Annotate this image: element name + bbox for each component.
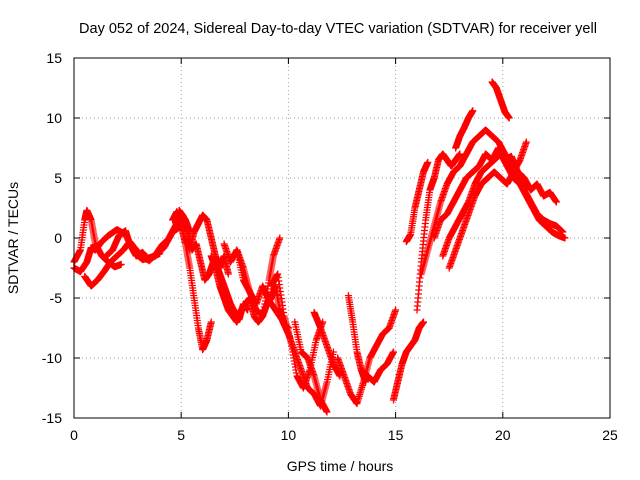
x-tick-label: 0 [70, 427, 78, 443]
x-axis-label: GPS time / hours [287, 458, 394, 474]
y-tick-label: -10 [42, 350, 62, 366]
x-tick-label: 10 [281, 427, 297, 443]
data-point-markers [291, 318, 331, 416]
series-arc-16 [357, 348, 397, 386]
y-tick-label: 0 [54, 230, 62, 246]
series-arc-23 [452, 107, 477, 152]
y-tick-label: 10 [46, 110, 62, 126]
series-arc-22 [445, 138, 530, 272]
data-point-markers [402, 158, 432, 246]
series-arc-17 [390, 318, 427, 404]
series-arc-7 [182, 211, 232, 278]
data-point-markers [182, 211, 232, 278]
series-arc-12 [291, 318, 331, 416]
data-point-markers [413, 150, 464, 314]
x-tick-label: 20 [495, 427, 511, 443]
data-point-markers [310, 308, 344, 380]
y-tick-label: -5 [50, 290, 63, 306]
data-point-markers [488, 78, 513, 122]
data-points [70, 78, 569, 416]
x-tick-label: 25 [602, 427, 618, 443]
y-tick-label: -15 [42, 410, 62, 426]
series-arc-24 [488, 78, 513, 122]
data-point-markers [445, 138, 530, 272]
y-tick-label: 15 [46, 50, 62, 66]
grid-lines [74, 58, 610, 418]
y-axis-label: SDTVAR / TECUs [5, 182, 21, 294]
axis-ticks: 0 5 10 15 20 25 -15 -10 -5 0 5 10 15 [42, 50, 618, 443]
data-point-markers [452, 107, 477, 152]
x-tick-label: 5 [177, 427, 185, 443]
data-point-markers [357, 348, 397, 386]
series-arc-13 [310, 308, 344, 380]
series-arc-25 [402, 158, 432, 246]
series-arc-18 [413, 150, 464, 314]
x-tick-label: 15 [388, 427, 404, 443]
chart-title: Day 052 of 2024, Sidereal Day-to-day VTE… [79, 21, 597, 37]
y-tick-label: 5 [54, 170, 62, 186]
data-point-markers [390, 318, 427, 404]
data-point-markers [233, 234, 284, 320]
series-arc-10 [233, 234, 284, 320]
